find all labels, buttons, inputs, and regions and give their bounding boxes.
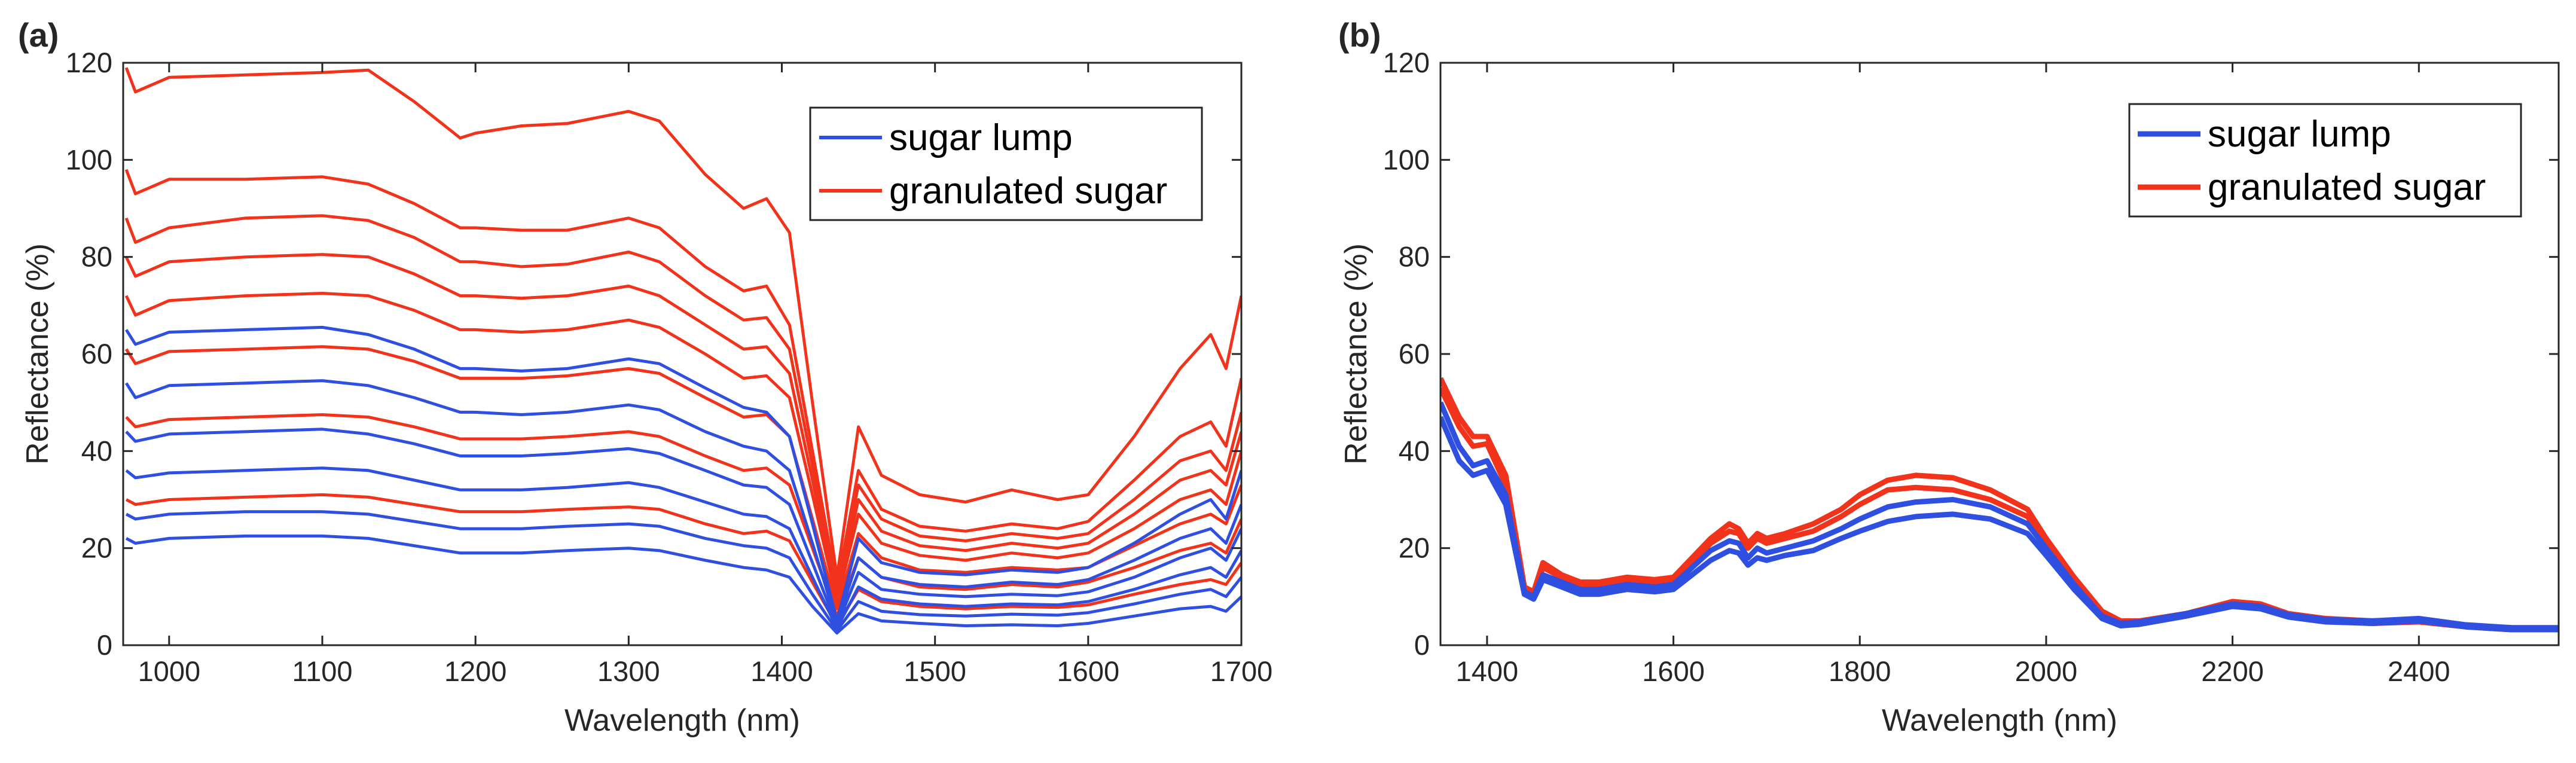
x-tick-label-a-6: 1600 — [1057, 655, 1120, 687]
axis-ticks-b: 1400 1600 1800 2000 2200 2400 0 20 40 60 80 100 120 — [1383, 47, 2559, 687]
legend-label-sugar-lump-a: sugar lump — [889, 117, 1073, 158]
y-tick-label-b-5: 100 — [1383, 144, 1430, 175]
y-tick-label-b-6: 120 — [1383, 47, 1430, 78]
x-tick-label-b-5: 2400 — [2388, 655, 2450, 687]
y-tick-label-a-0: 0 — [97, 629, 112, 661]
y-axis-label-b: Reflectance (%) — [1339, 243, 1374, 465]
series-line-granulated-sugar-a-1 — [124, 169, 1241, 589]
series-line-granulated-sugar-a-0 — [124, 67, 1241, 579]
y-tick-label-a-5: 100 — [66, 144, 112, 175]
x-tick-label-a-0: 1000 — [138, 655, 201, 687]
legend-box-a — [809, 106, 1203, 221]
y-tick-label-b-0: 0 — [1414, 629, 1430, 661]
x-tick-label-b-2: 1800 — [1829, 655, 1891, 687]
series-line-granulated-sugar-a-3 — [124, 253, 1241, 599]
chart-panel-b: (b) 1400 1600 1800 2000 2200 2400 0 20 40 60 80 100… — [1338, 16, 2560, 738]
x-tick-label-b-4: 2200 — [2201, 655, 2264, 687]
x-tick-label-a-5: 1500 — [904, 655, 966, 687]
legend-box-b — [2128, 103, 2522, 218]
x-tick-label-a-7: 1700 — [1210, 655, 1273, 687]
y-tick-label-a-6: 120 — [66, 47, 112, 78]
y-tick-label-b-1: 20 — [1399, 532, 1430, 564]
x-tick-label-a-1: 1100 — [292, 655, 352, 687]
legend-a: sugar lump granulated sugar — [809, 106, 1203, 221]
y-tick-label-a-2: 40 — [81, 435, 112, 466]
series-line-granulated-sugar-a-4 — [124, 292, 1241, 603]
legend-b: sugar lump granulated sugar — [2128, 103, 2522, 218]
x-axis-label-b: Wavelength (nm) — [1882, 703, 2117, 738]
y-tick-label-b-2: 40 — [1399, 435, 1430, 466]
y-axis-label-a: Reflectance (%) — [20, 243, 55, 465]
x-axis-label-a: Wavelength (nm) — [564, 703, 800, 738]
y-tick-label-a-4: 80 — [81, 241, 112, 273]
chart-panel-a: (a) 1000 1100 1200 1300 1400 1500 1600 1700 0 20 4… — [18, 16, 1272, 738]
series-line-sugar-lump-b-3 — [1440, 416, 2559, 633]
series-line-granulated-sugar-a-6 — [125, 413, 1241, 618]
legend-label-sugar-lump-b: sugar lump — [2208, 114, 2391, 155]
x-tick-label-b-0: 1400 — [1456, 655, 1519, 687]
x-tick-label-a-4: 1400 — [750, 655, 813, 687]
series-lines-b — [1440, 377, 2559, 633]
series-line-sugar-lump-a-13 — [125, 534, 1241, 635]
legend-label-granulated-sugar-b: granulated sugar — [2208, 167, 2486, 208]
panel-label-b: (b) — [1338, 16, 1381, 54]
y-tick-label-b-3: 60 — [1399, 338, 1430, 370]
x-tick-label-a-2: 1200 — [444, 655, 507, 687]
x-tick-label-a-3: 1300 — [597, 655, 660, 687]
y-tick-label-a-1: 20 — [81, 532, 112, 564]
series-line-granulated-sugar-a-2 — [124, 214, 1241, 594]
panel-label-a: (a) — [18, 16, 59, 54]
series-line-sugar-lump-a-9 — [124, 379, 1241, 625]
y-tick-label-a-3: 60 — [81, 338, 112, 370]
x-tick-label-b-1: 1600 — [1642, 655, 1705, 687]
series-lines-a — [124, 67, 1241, 635]
series-line-sugar-lump-a-12 — [125, 510, 1241, 633]
legend-label-granulated-sugar-a: granulated sugar — [889, 170, 1167, 212]
x-tick-label-b-3: 2000 — [2015, 655, 2078, 687]
series-line-sugar-lump-a-8 — [124, 325, 1241, 622]
series-line-sugar-lump-a-11 — [125, 466, 1241, 630]
axis-ticks-a: 1000 1100 1200 1300 1400 1500 1600 1700 0 20 40 60 8… — [66, 47, 1273, 687]
series-line-granulated-sugar-a-7 — [125, 493, 1241, 627]
series-line-sugar-lump-a-10 — [125, 428, 1241, 627]
y-tick-label-b-4: 80 — [1399, 241, 1430, 273]
